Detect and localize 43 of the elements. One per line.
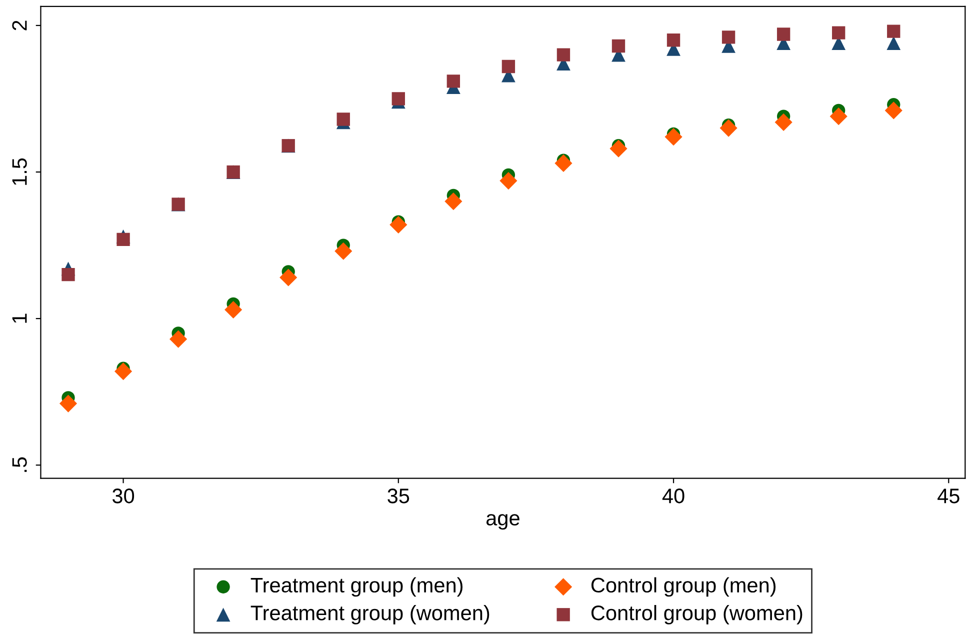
point — [116, 232, 130, 246]
point — [444, 192, 462, 210]
legend-label: Treatment group (men) — [250, 577, 462, 597]
point — [830, 108, 848, 126]
point — [114, 362, 132, 380]
x-tick-label: 30 — [112, 488, 134, 504]
point — [720, 119, 738, 137]
point — [776, 28, 790, 41]
point — [556, 48, 570, 62]
point — [774, 113, 792, 131]
point — [224, 300, 242, 319]
point — [446, 74, 460, 88]
point — [280, 268, 298, 286]
point — [610, 140, 628, 158]
point — [886, 36, 901, 50]
point — [334, 242, 352, 260]
point — [170, 330, 188, 348]
point — [392, 92, 405, 106]
point — [722, 30, 736, 44]
point — [59, 394, 78, 412]
point — [390, 216, 408, 234]
y-tick-label: .5 — [12, 457, 27, 472]
point — [336, 112, 350, 126]
y-tick-label: 1.5 — [12, 158, 27, 185]
point — [502, 60, 516, 74]
x-tick-label: 35 — [388, 488, 410, 504]
point — [666, 34, 680, 47]
y-tick-label: 2 — [12, 20, 27, 30]
point — [884, 102, 902, 120]
x-tick-label: 45 — [938, 488, 960, 504]
point — [554, 154, 572, 172]
y-tick-label: 1 — [12, 314, 27, 323]
legend-label: Control group (women) — [591, 605, 802, 624]
point — [664, 128, 682, 146]
x-axis-title: age — [486, 514, 520, 530]
x-tick-label: 40 — [662, 488, 684, 504]
point — [887, 24, 900, 38]
point — [612, 39, 626, 53]
point — [500, 172, 518, 190]
legend-label: Treatment group (women) — [250, 605, 490, 624]
legend-label: Control group (men) — [591, 577, 776, 597]
point — [62, 268, 75, 282]
point — [832, 26, 846, 40]
